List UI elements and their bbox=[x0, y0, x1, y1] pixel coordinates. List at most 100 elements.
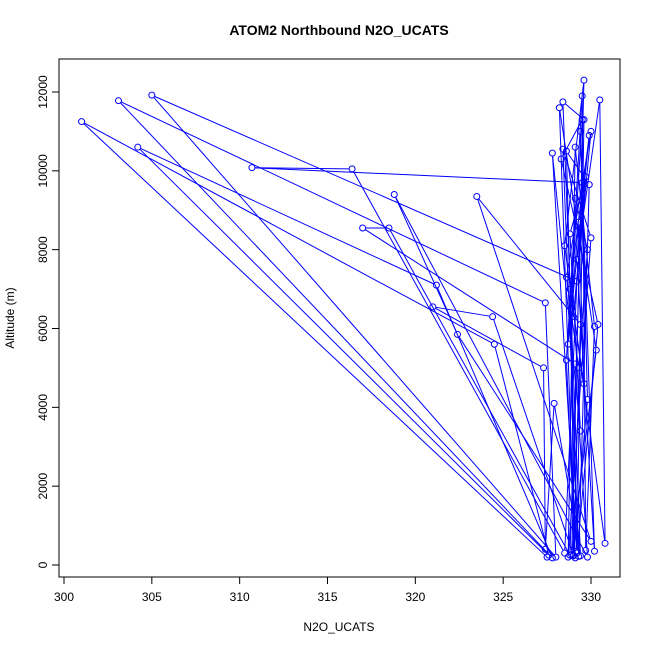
series-segment bbox=[154, 95, 575, 281]
data-point bbox=[596, 96, 604, 104]
y-tick-label: 2000 bbox=[36, 472, 50, 499]
data-point bbox=[576, 127, 584, 135]
series-segment bbox=[567, 225, 579, 342]
data-point bbox=[564, 553, 572, 561]
series-segment bbox=[435, 306, 490, 317]
y-tick-label: 6000 bbox=[36, 315, 50, 342]
data-point bbox=[562, 273, 570, 281]
series-segment bbox=[458, 336, 590, 540]
data-point bbox=[490, 340, 498, 348]
data-point bbox=[591, 323, 599, 331]
data-point bbox=[559, 98, 567, 106]
data-point bbox=[555, 104, 563, 112]
data-point bbox=[576, 321, 584, 329]
series-segment bbox=[564, 103, 582, 119]
data-point bbox=[573, 277, 581, 285]
series-lines bbox=[83, 83, 606, 557]
data-point bbox=[548, 149, 556, 157]
data-point bbox=[429, 303, 437, 311]
data-point bbox=[580, 76, 588, 84]
series-segment bbox=[564, 83, 585, 243]
series-segment bbox=[83, 122, 492, 344]
data-point bbox=[582, 546, 590, 554]
x-axis: 300 305 310 315 320 325 330 bbox=[54, 576, 601, 604]
data-point bbox=[594, 321, 602, 329]
data-point bbox=[569, 313, 577, 321]
data-point bbox=[568, 305, 576, 313]
data-point bbox=[571, 143, 579, 151]
series-segment bbox=[576, 327, 599, 551]
y-tick-label: 8000 bbox=[36, 236, 50, 263]
data-point bbox=[348, 165, 356, 173]
data-point bbox=[564, 340, 572, 348]
data-point bbox=[541, 299, 549, 307]
series-segment bbox=[364, 229, 573, 363]
data-point bbox=[562, 356, 570, 364]
data-point bbox=[587, 537, 595, 545]
x-tick-label: 305 bbox=[142, 590, 162, 604]
data-point bbox=[559, 145, 567, 153]
series-segment bbox=[139, 148, 548, 554]
data-point bbox=[583, 553, 591, 561]
data-point bbox=[385, 224, 393, 232]
series-segment bbox=[562, 152, 580, 554]
y-axis: 0 2000 4000 6000 8000 10000 12000 bbox=[36, 75, 60, 568]
data-point bbox=[582, 173, 590, 181]
data-point bbox=[543, 553, 551, 561]
data-point bbox=[359, 224, 367, 232]
data-point bbox=[432, 281, 440, 289]
series-segment bbox=[494, 347, 549, 553]
data-point bbox=[575, 364, 583, 372]
plot-frame bbox=[58, 58, 621, 578]
series-segment bbox=[254, 167, 350, 170]
chart-title: ATOM2 Northbound N2O_UCATS bbox=[229, 22, 448, 38]
series-segment bbox=[353, 171, 564, 551]
series-segment bbox=[552, 156, 581, 429]
data-point bbox=[601, 539, 609, 547]
data-point bbox=[390, 190, 398, 198]
x-tick-label: 310 bbox=[230, 590, 250, 604]
data-point bbox=[578, 179, 586, 187]
data-point bbox=[583, 395, 591, 403]
data-point bbox=[583, 246, 591, 254]
series-points bbox=[78, 76, 609, 562]
data-point bbox=[578, 116, 586, 124]
data-point bbox=[578, 92, 586, 100]
data-point bbox=[540, 364, 548, 372]
series-segment bbox=[578, 252, 588, 365]
data-point bbox=[134, 143, 142, 151]
series-segment bbox=[395, 196, 587, 555]
x-axis-label: N2O_UCATS bbox=[303, 620, 374, 634]
data-point bbox=[591, 547, 599, 555]
series-segment bbox=[576, 262, 595, 549]
data-point bbox=[78, 118, 86, 126]
data-point bbox=[148, 91, 156, 99]
data-point bbox=[573, 256, 581, 264]
series-segment bbox=[567, 240, 592, 555]
data-point bbox=[473, 192, 481, 200]
data-point bbox=[571, 194, 579, 202]
series-segment bbox=[585, 329, 595, 548]
data-point bbox=[552, 553, 560, 561]
x-tick-label: 300 bbox=[54, 590, 74, 604]
data-point bbox=[566, 230, 574, 238]
series-segment bbox=[153, 97, 555, 556]
series-segment bbox=[140, 147, 434, 285]
data-point bbox=[573, 549, 581, 557]
data-point bbox=[489, 313, 497, 321]
series-segment bbox=[120, 102, 551, 557]
y-tick-label: 10000 bbox=[36, 154, 50, 188]
series-segment bbox=[544, 305, 557, 555]
series-segment bbox=[599, 102, 606, 541]
data-point bbox=[575, 218, 583, 226]
data-point bbox=[587, 234, 595, 242]
data-point bbox=[248, 164, 256, 172]
data-point bbox=[587, 127, 595, 135]
data-point bbox=[541, 545, 549, 553]
x-tick-label: 325 bbox=[493, 590, 513, 604]
series-segment bbox=[254, 167, 580, 184]
y-axis-label: Altitude (m) bbox=[3, 287, 17, 348]
series-segment bbox=[493, 319, 573, 553]
data-point bbox=[548, 554, 556, 562]
